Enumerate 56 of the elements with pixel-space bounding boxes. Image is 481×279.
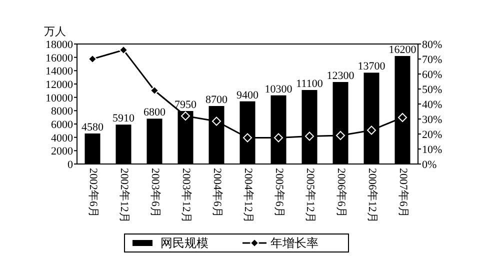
y-tick-label: 18000 xyxy=(46,39,74,51)
y-tick-label: 14000 xyxy=(46,66,74,78)
data-label: 6800 xyxy=(144,106,166,119)
y-tick-label: 2000 xyxy=(51,146,74,158)
y2-tick-label: 70% xyxy=(422,54,442,66)
y2-tick-label: 20% xyxy=(422,129,442,141)
y2-tick-label: 40% xyxy=(422,99,442,111)
data-label: 10300 xyxy=(264,83,293,96)
y-tick-label: 0 xyxy=(68,159,74,171)
point xyxy=(305,132,314,141)
y2-tick-label: 60% xyxy=(422,69,442,81)
y-tick-label: 8000 xyxy=(51,106,74,118)
point xyxy=(243,133,252,142)
data-label: 9400 xyxy=(236,89,259,102)
y-tick-label: 12000 xyxy=(46,79,74,91)
point xyxy=(88,54,97,64)
y-axis-title: 万人 xyxy=(44,26,66,38)
data-label: 12300 xyxy=(326,70,355,82)
point xyxy=(150,86,159,95)
x-tick-label: 2006年6月 xyxy=(334,168,347,218)
y-tick-label: 6000 xyxy=(51,119,74,131)
x-tick-label: 2005年6月 xyxy=(272,168,285,218)
网民规模: 4580 5910 6800 7950 8700 9400 10300 11100 12300 13700 16200 xyxy=(82,44,416,164)
data-label: 16200 xyxy=(388,44,417,56)
x-tick-label: 2006年12月 xyxy=(366,168,378,223)
point xyxy=(181,112,190,120)
legend-label: 年增长率 xyxy=(270,236,318,250)
x-tick-label: 2003年12月 xyxy=(180,168,192,223)
point xyxy=(398,113,407,122)
data-label: 5910 xyxy=(112,112,135,125)
point xyxy=(367,126,376,135)
x-tick-label: 2003年6月 xyxy=(148,168,161,218)
point xyxy=(336,131,345,140)
point xyxy=(119,46,128,54)
point xyxy=(212,116,221,126)
y2-tick-label: 50% xyxy=(422,84,442,96)
y-tick-label: 4000 xyxy=(51,132,74,144)
x-tick-label: 2002年6月 xyxy=(86,168,99,218)
x-tick-label: 2004年6月 xyxy=(210,168,223,218)
x-tick-label: 2002年12月 xyxy=(118,168,130,223)
y2-tick-label: 80% xyxy=(422,39,442,51)
data-label: 4580 xyxy=(82,121,104,134)
y2-tick-label: 10% xyxy=(422,144,442,156)
y2-tick-label: 0% xyxy=(422,159,437,171)
data-label: 7950 xyxy=(174,99,197,111)
data-label: 11100 xyxy=(296,78,324,90)
x-tick-label: 2005年12月 xyxy=(304,168,316,223)
y-tick-label: 16000 xyxy=(46,52,74,64)
data-label: 13700 xyxy=(358,60,386,73)
x-tick-label: 2007年6月 xyxy=(396,168,409,218)
y2-tick-label: 30% xyxy=(422,114,442,126)
data-label: 8700 xyxy=(206,94,228,106)
legend-label: 网民规模 xyxy=(160,236,208,250)
y-tick-label: 10000 xyxy=(46,92,74,104)
x-tick-label: 2004年12月 xyxy=(242,168,254,223)
point xyxy=(274,133,283,142)
